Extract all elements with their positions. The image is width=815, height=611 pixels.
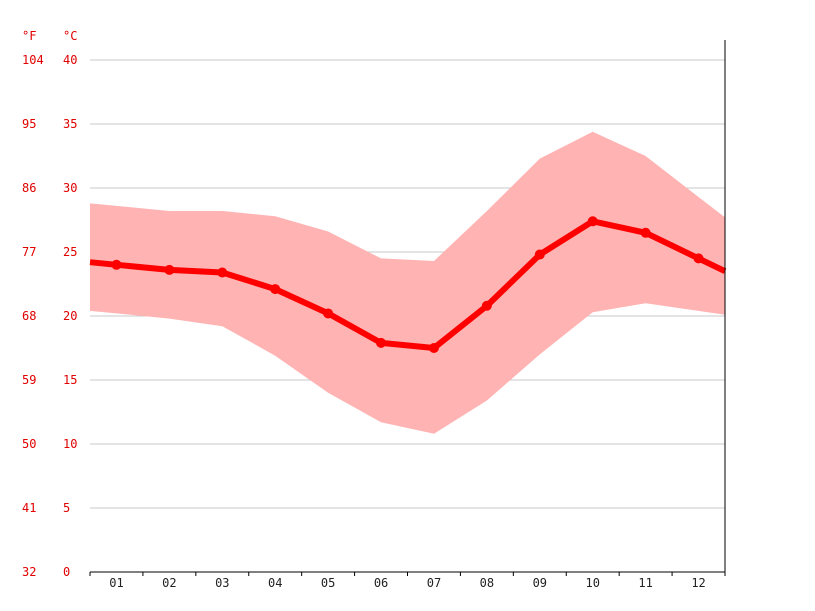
celsius-tick-label: 0 (63, 565, 70, 579)
fahrenheit-tick-label: 95 (22, 117, 36, 131)
celsius-tick-label: 5 (63, 501, 70, 515)
celsius-tick-label: 20 (63, 309, 77, 323)
celsius-tick-label: 40 (63, 53, 77, 67)
x-tick-label: 08 (480, 576, 494, 590)
data-point (111, 259, 122, 270)
data-point (640, 227, 651, 238)
data-point (534, 249, 545, 260)
x-tick-label: 09 (533, 576, 547, 590)
range-band-area (90, 131, 725, 434)
data-point (693, 253, 704, 264)
x-tick-label: 10 (585, 576, 599, 590)
data-point (270, 284, 281, 295)
x-tick-label: 12 (691, 576, 705, 590)
data-point (323, 308, 334, 319)
celsius-unit-label: °C (63, 29, 77, 43)
x-tick-label: 02 (162, 576, 176, 590)
x-tick-label: 03 (215, 576, 229, 590)
fahrenheit-tick-label: 50 (22, 437, 36, 451)
data-point (217, 267, 228, 278)
axis-labels: °F °C 32 0 41 5 50 10 59 15 68 20 77 25 86 30 95 35 104 4… (22, 29, 706, 590)
fahrenheit-tick-label: 41 (22, 501, 36, 515)
x-tick-label: 01 (109, 576, 123, 590)
data-point (481, 300, 492, 311)
fahrenheit-tick-label: 32 (22, 565, 36, 579)
celsius-tick-label: 25 (63, 245, 77, 259)
celsius-tick-label: 15 (63, 373, 77, 387)
data-point (376, 337, 387, 348)
x-tick-label: 04 (268, 576, 282, 590)
temperature-series (89, 216, 727, 353)
temperature-range-band (90, 131, 725, 434)
fahrenheit-tick-label: 59 (22, 373, 36, 387)
data-point (164, 264, 175, 275)
celsius-tick-label: 35 (63, 117, 77, 131)
fahrenheit-tick-label: 86 (22, 181, 36, 195)
x-tick-label: 07 (427, 576, 441, 590)
data-point (428, 343, 439, 353)
fahrenheit-tick-label: 68 (22, 309, 36, 323)
data-point (587, 216, 598, 227)
celsius-tick-label: 10 (63, 437, 77, 451)
x-tick-label: 06 (374, 576, 388, 590)
axes (89, 40, 726, 576)
x-tick-label: 11 (638, 576, 652, 590)
x-tick-label: 05 (321, 576, 335, 590)
fahrenheit-tick-label: 77 (22, 245, 36, 259)
fahrenheit-unit-label: °F (22, 29, 36, 43)
celsius-tick-label: 30 (63, 181, 77, 195)
fahrenheit-tick-label: 104 (22, 53, 44, 67)
series-line (89, 218, 727, 351)
